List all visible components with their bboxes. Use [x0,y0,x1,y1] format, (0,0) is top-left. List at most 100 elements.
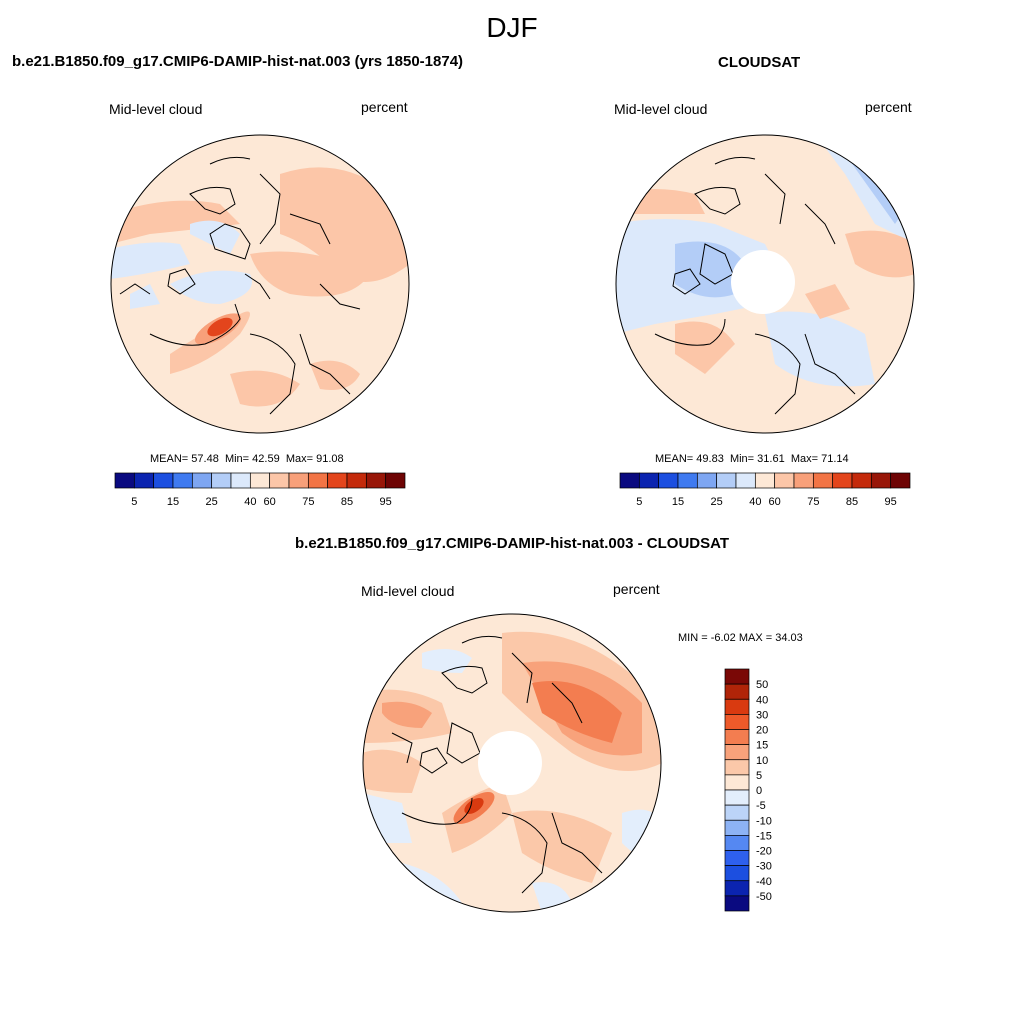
colorbar-swatch [230,472,251,489]
colorbar-swatch [793,472,814,489]
colorbar-tick-label: 85 [846,496,858,508]
colorbar-tick-label: 50 [756,679,768,691]
colorbar-swatch [774,472,795,489]
panel-model-colorbar: 5 15 25 40 60 75 85 95 [114,472,406,508]
colorbar-swatch [191,472,213,489]
colorbar-tick-label: 60 [769,496,781,508]
panel-model-variable-label: Mid-level cloud [109,101,203,117]
colorbar-swatch [724,804,750,821]
panel-diff-polar-map [362,613,662,913]
colorbar-swatch [133,472,155,489]
colorbar-tick-label: -40 [756,876,772,888]
min-label: Min= [729,453,755,465]
colorbar-swatch [619,472,640,489]
colorbar-swatch [724,895,750,912]
max-label: Max= [285,453,314,465]
colorbar-swatch [724,698,750,715]
min-value: 31.61 [757,453,785,465]
colorbar-swatch [724,683,750,700]
colorbar-tick-label: -10 [756,815,772,827]
min-label: Min= [224,453,250,465]
max-label: MAX = [738,632,773,644]
panel-model-stats: MEAN= 57.48 Min= 42.59 Max= 91.08 [150,453,344,465]
colorbar-swatch [812,472,834,489]
colorbar-tick-label: -5 [756,800,766,812]
colorbar-swatch [724,759,750,776]
colorbar-swatch [307,472,329,489]
panel-diff-title: b.e21.B1850.f09_g17.CMIP6-DAMIP-hist-nat… [295,535,729,552]
colorbar-tick-label: 95 [885,496,897,508]
panel-obs-polar-map [615,134,915,434]
max-value: 91.08 [316,453,344,465]
colorbar-tick-label: 40 [749,496,761,508]
colorbar-swatch [153,472,174,489]
colorbar-swatch [724,668,750,685]
mean-value: 57.48 [191,453,219,465]
panel-diff-units-label: percent [613,581,660,597]
colorbar-swatch [385,472,406,489]
min-value: 42.59 [252,453,280,465]
colorbar-tick-label: 25 [711,496,723,508]
colorbar-swatch [658,472,679,489]
colorbar-swatch [724,714,750,730]
colorbar-tick-label: 15 [756,740,768,752]
colorbar-swatch [724,744,750,761]
max-value: 34.03 [775,632,803,644]
colorbar-swatch [249,472,271,489]
max-label: Max= [790,453,819,465]
min-label: MIN = [678,632,708,644]
colorbar-swatch [754,472,776,489]
colorbar-swatch [735,472,756,489]
panel-diff-variable-label: Mid-level cloud [361,583,455,599]
colorbar-swatch [832,472,853,489]
colorbar-swatch [172,472,193,489]
colorbar-swatch [724,880,750,897]
panel-model-title: b.e21.B1850.f09_g17.CMIP6-DAMIP-hist-nat… [12,53,464,70]
colorbar-swatch [211,472,232,489]
colorbar-swatch [724,789,750,806]
colorbar-tick-label: 40 [244,496,256,508]
colorbar-swatch [724,835,750,851]
panel-obs-units-label: percent [865,99,912,115]
colorbar-tick-label: 20 [756,725,768,737]
colorbar-swatch [696,472,718,489]
mean-label: MEAN= [655,453,694,465]
colorbar-tick-label: -15 [756,830,772,842]
panel-diff-stats: MIN = -6.02 MAX = 34.03 [678,632,803,644]
colorbar-swatch [724,819,750,836]
colorbar-swatch [638,472,660,489]
colorbar-swatch [716,472,737,489]
colorbar-swatch [851,472,872,489]
panel-obs-colorbar: 5 15 25 40 60 75 85 95 [619,472,911,508]
colorbar-tick-label: 75 [302,496,314,508]
colorbar-tick-label: 25 [206,496,218,508]
colorbar-tick-label: -20 [756,846,772,858]
panel-obs-stats: MEAN= 49.83 Min= 31.61 Max= 71.14 [655,453,849,465]
colorbar-tick-label: 5 [131,496,137,508]
colorbar-swatch [724,729,750,745]
panel-obs-title: CLOUDSAT [718,54,801,71]
colorbar-tick-label: 15 [167,496,179,508]
colorbar-swatch [288,472,309,489]
colorbar-tick-label: 0 [756,785,762,797]
panel-model-polar-map [110,134,410,434]
figure-title: DJF [486,12,538,43]
colorbar-swatch [890,472,911,489]
mean-value: 49.83 [696,453,724,465]
colorbar-tick-label: 40 [756,694,768,706]
colorbar-swatch [269,472,290,489]
colorbar-swatch [724,774,750,791]
mean-label: MEAN= [150,453,189,465]
colorbar-tick-label: 10 [756,755,768,767]
min-value: -6.02 [710,632,736,644]
colorbar-tick-label: 95 [380,496,392,508]
colorbar-tick-label: -30 [756,861,772,873]
colorbar-swatch [346,472,367,489]
max-value: 71.14 [821,453,849,465]
colorbar-tick-label: -50 [756,891,772,903]
colorbar-swatch [724,850,750,866]
colorbar-tick-label: 75 [807,496,819,508]
panel-obs-variable-label: Mid-level cloud [614,101,708,117]
colorbar-tick-label: 60 [264,496,276,508]
